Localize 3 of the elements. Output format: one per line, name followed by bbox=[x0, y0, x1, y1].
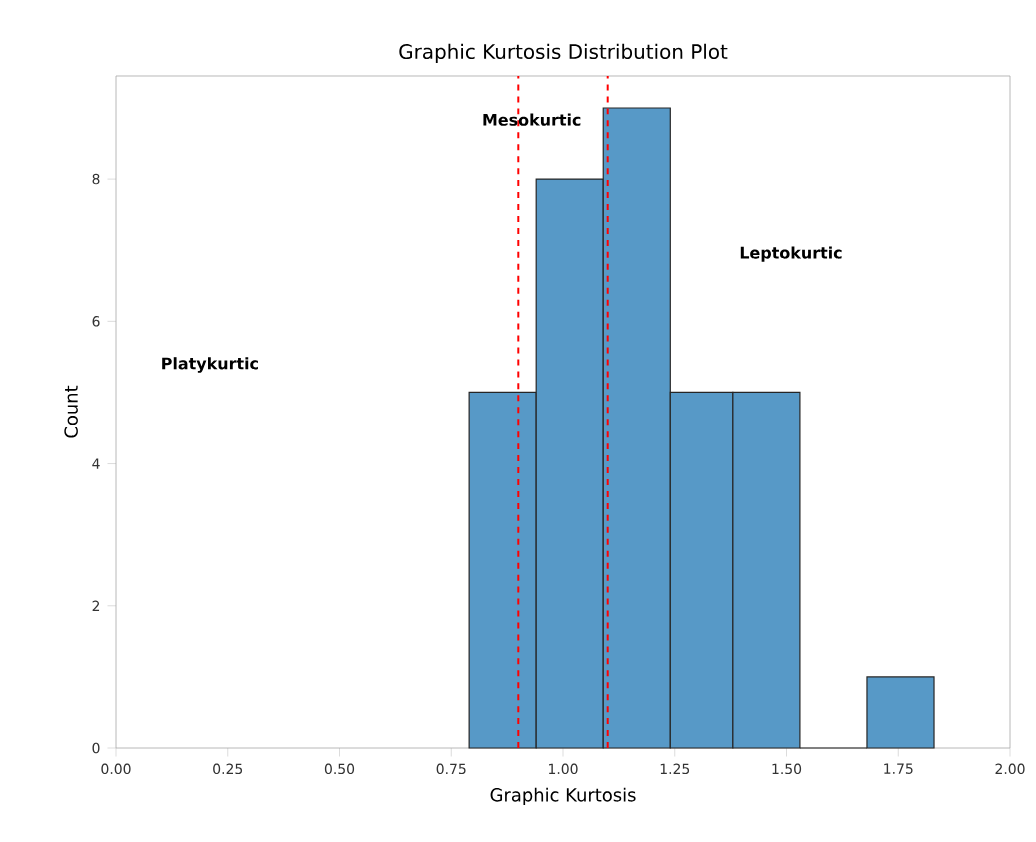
chart-title: Graphic Kurtosis Distribution Plot bbox=[399, 43, 728, 63]
y-axis-title: Count bbox=[64, 385, 78, 438]
x-axis-title: Graphic Kurtosis bbox=[490, 787, 636, 806]
